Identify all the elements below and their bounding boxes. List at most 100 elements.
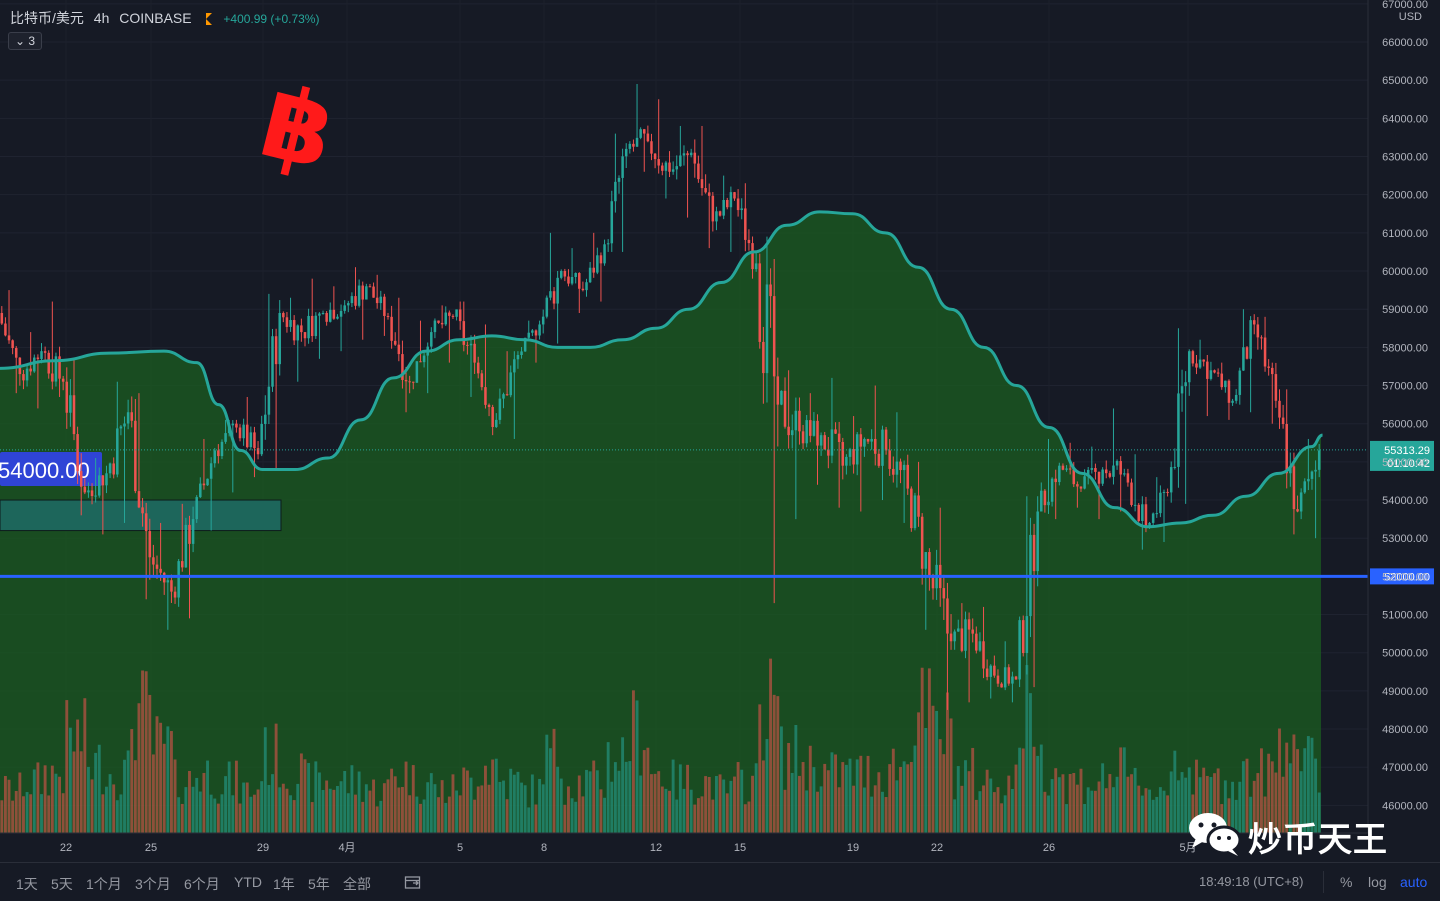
candle xyxy=(1021,615,1025,657)
chart-header: 比特币/美元 4h COINBASE +400.99 (+0.73%) xyxy=(10,8,325,28)
volume-bar xyxy=(617,770,621,833)
volume-bar xyxy=(729,780,733,833)
candle xyxy=(946,582,949,710)
percent-toggle[interactable]: % xyxy=(1340,874,1353,890)
timeframe-button[interactable]: 6个月 xyxy=(184,876,220,892)
candle-body xyxy=(1281,417,1285,425)
volume-bar xyxy=(664,788,668,833)
hline-label-bg xyxy=(1370,568,1434,585)
volume-bar xyxy=(642,750,646,833)
candle xyxy=(282,311,285,323)
candle-body xyxy=(1310,471,1314,479)
symbol-name[interactable]: 比特币/美元 xyxy=(10,10,84,26)
volume-bar xyxy=(372,779,376,833)
candle-body xyxy=(1289,466,1292,474)
candle xyxy=(1043,489,1047,513)
candle xyxy=(570,248,574,286)
volume-bar xyxy=(509,768,513,833)
indicators-toggle[interactable]: ⌄ 3 xyxy=(8,32,43,50)
volume-bar xyxy=(935,710,939,833)
timeframe-button[interactable]: YTD xyxy=(234,874,262,890)
candle xyxy=(173,586,177,604)
candle xyxy=(401,340,404,389)
candle xyxy=(1000,682,1003,688)
volume-bar xyxy=(137,703,141,833)
candle-body xyxy=(599,255,603,264)
timeframe-button[interactable]: 1天 xyxy=(16,876,38,892)
volume-bar xyxy=(924,727,928,833)
interval-label[interactable]: 4h xyxy=(93,10,110,26)
candle xyxy=(1014,675,1018,680)
calendar-goto-icon[interactable] xyxy=(404,874,422,893)
timeframe-button[interactable]: 全部 xyxy=(343,876,371,892)
candle xyxy=(83,478,87,495)
candle-body xyxy=(368,286,372,288)
candle-body xyxy=(1173,466,1177,468)
candle xyxy=(495,413,498,429)
auto-toggle[interactable]: auto xyxy=(1400,874,1428,890)
candle-body xyxy=(1177,393,1180,467)
volume-bar xyxy=(382,783,386,833)
volume-bar xyxy=(86,766,90,833)
candle-body xyxy=(686,153,689,156)
candle-body xyxy=(726,199,729,208)
candle xyxy=(126,399,130,430)
candle xyxy=(365,283,368,300)
candle xyxy=(1054,469,1057,520)
candle-body xyxy=(144,513,148,532)
candle xyxy=(516,351,520,369)
candle xyxy=(1245,346,1249,360)
volume-bar xyxy=(144,671,148,833)
timeframe-button[interactable]: 1个月 xyxy=(86,876,122,892)
timeframe-button[interactable]: 5年 xyxy=(308,876,330,892)
candle xyxy=(646,125,650,143)
candle-body xyxy=(1011,676,1014,684)
candle-body xyxy=(354,296,357,306)
candle xyxy=(527,320,531,340)
candle xyxy=(4,317,7,337)
candle-body xyxy=(873,438,877,454)
candle xyxy=(54,352,58,387)
timeframe-button[interactable]: 3个月 xyxy=(135,876,171,892)
candle xyxy=(1173,448,1177,470)
candle xyxy=(1213,369,1216,374)
candle-body xyxy=(1274,374,1278,401)
candle xyxy=(744,183,747,252)
candle xyxy=(1169,461,1173,503)
log-toggle[interactable]: log xyxy=(1368,874,1387,890)
volume-bar xyxy=(715,776,718,833)
clock-readout[interactable]: 18:49:18 (UTC+8) xyxy=(1199,874,1304,889)
candle-body xyxy=(798,410,801,432)
volume-bar xyxy=(462,767,466,833)
candle-body xyxy=(942,588,946,599)
volume-bar xyxy=(169,731,173,833)
volume-bar xyxy=(278,787,282,833)
timeframe-button[interactable]: 5天 xyxy=(51,876,73,892)
candle-body xyxy=(1054,478,1057,483)
time-tick-label: 29 xyxy=(257,842,269,854)
candle-body xyxy=(1097,471,1101,484)
candle xyxy=(957,619,960,632)
timeframe-button[interactable]: 1年 xyxy=(273,876,295,892)
candle-body xyxy=(697,163,700,180)
candle-body xyxy=(913,495,917,529)
candle-body xyxy=(47,352,50,374)
volume-bar xyxy=(992,792,996,833)
volume-bar xyxy=(866,755,870,833)
candle xyxy=(455,309,458,321)
time-axis[interactable]: 22 25 29 4月 5 8 12 15 19 22 26 5月 xyxy=(0,832,1368,854)
price-tick-label: 57000.00 xyxy=(1382,381,1428,393)
flag-icon[interactable] xyxy=(205,13,212,26)
candle-body xyxy=(274,336,278,365)
price-axis[interactable]: 46000.00 47000.00 48000.00 49000.00 50000.00… xyxy=(1367,0,1428,833)
volume-bar xyxy=(94,752,98,833)
volume-bar xyxy=(1310,737,1314,833)
candle xyxy=(603,239,606,266)
horizontal-line-52000[interactable]: 52000.00 xyxy=(0,568,1434,585)
candle-body xyxy=(386,315,390,317)
volume-bar xyxy=(220,794,224,833)
volume-bar xyxy=(971,747,975,833)
candle-body xyxy=(1151,513,1155,523)
candle-body xyxy=(570,276,574,284)
